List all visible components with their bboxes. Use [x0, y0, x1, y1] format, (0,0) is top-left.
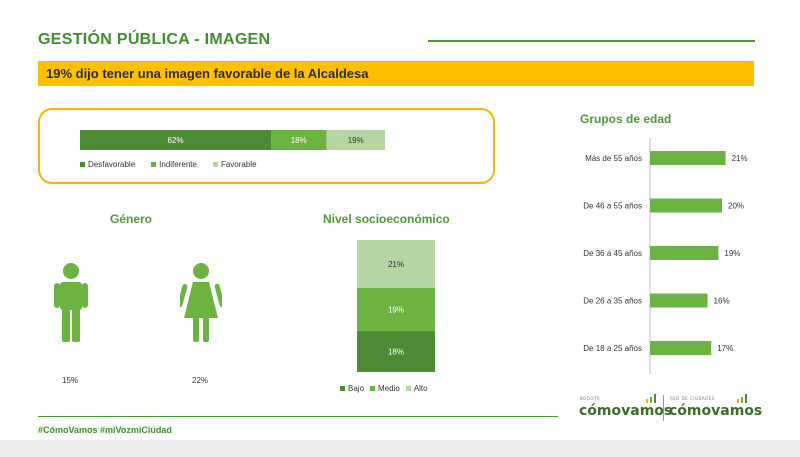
socio-legend-label: Medio: [378, 384, 400, 393]
image-chart-legend: Desfavorable Indiferente Favorable: [80, 160, 257, 169]
title-rule: [428, 40, 755, 42]
image-legend-item: Favorable: [212, 160, 257, 169]
socio-legend-label: Alto: [413, 384, 428, 393]
socio-bar-segment: [357, 240, 435, 288]
socio-title: Nivel socioeconómico: [323, 212, 450, 226]
age-bar: [650, 198, 722, 213]
age-category-label: De 36 a 45 años: [583, 249, 642, 258]
socio-legend-item: Medio: [370, 384, 400, 393]
image-bar-segment: [80, 130, 272, 150]
logo-bars-icon-left: [646, 394, 656, 403]
slide: GESTIÓN PÚBLICA - IMAGEN 19% dijo tener …: [38, 31, 763, 435]
image-legend-swatch: [80, 162, 85, 167]
age-bar-label: 20%: [728, 202, 744, 211]
socio-chart-legend: Bajo Medio Alto: [340, 384, 428, 393]
socio-legend-label: Bajo: [348, 384, 365, 393]
socio-legend-item: Bajo: [340, 384, 364, 393]
image-legend-swatch: [151, 162, 157, 167]
logo-bogota-label: BOGOTÁ: [580, 396, 600, 401]
age-category-label: De 26 a 35 años: [583, 297, 642, 306]
hashtags: #CómoVamos #miVozmiCiudad: [38, 425, 172, 435]
socio-stacked-bar-chart: 18% 19% 21%: [357, 240, 435, 372]
image-bar-segment: [271, 130, 327, 150]
socio-legend-item: Alto: [405, 384, 428, 393]
headline-banner: 19% dijo tener una imagen favorable de l…: [38, 61, 754, 86]
age-bar: [650, 341, 712, 355]
logo-bars-icon-right: [737, 394, 747, 403]
socio-bar-label: 19%: [388, 305, 404, 314]
man-icon: [54, 263, 88, 342]
image-legend-label: Favorable: [220, 160, 257, 169]
gender-title: Género: [110, 212, 153, 226]
gender-value-women: 22%: [192, 376, 209, 385]
woman-icon: [180, 263, 222, 342]
footer-rule: [38, 416, 558, 417]
image-legend-item: Indiferente: [151, 160, 197, 169]
image-stacked-bar-chart: 62% 18% 19%: [80, 130, 385, 150]
age-category-label: Más de 55 años: [585, 154, 642, 163]
logo-red-como-vamos: cómovamos: [669, 403, 763, 419]
gender-value-men: 15%: [62, 376, 79, 385]
age-bar-label: 17%: [717, 344, 733, 353]
socio-legend-swatch: [405, 386, 411, 391]
age-category-label: De 18 a 25 años: [583, 344, 642, 353]
headline-text: 19% dijo tener una imagen favorable de l…: [46, 66, 369, 81]
socio-bar-segment: [357, 287, 435, 332]
age-category-label: De 46 a 55 años: [583, 202, 642, 211]
image-legend-label: Indiferente: [159, 160, 197, 169]
image-bar-segment: [326, 130, 385, 150]
age-bar-label: 19%: [724, 249, 740, 258]
image-legend-item: Desfavorable: [80, 160, 135, 169]
image-bar-label: 19%: [348, 136, 364, 145]
socio-bar-segment: [357, 331, 435, 372]
image-chart-box: [38, 108, 495, 184]
socio-bar-label: 18%: [388, 348, 404, 357]
page-title: GESTIÓN PÚBLICA - IMAGEN: [38, 31, 271, 48]
age-bar-label: 21%: [732, 154, 748, 163]
image-bar-label: 62%: [167, 136, 183, 145]
age-bar: [650, 151, 726, 165]
socio-bar-label: 21%: [388, 260, 404, 269]
logo-red-label: RED DE CIUDADES: [670, 396, 715, 401]
image-legend-label: Desfavorable: [88, 160, 136, 169]
socio-legend-swatch: [370, 386, 376, 391]
image-bar-label: 18%: [291, 136, 307, 145]
bottom-bar: [0, 440, 800, 457]
age-bar-label: 16%: [714, 297, 730, 306]
image-legend-swatch: [212, 162, 218, 167]
age-bar: [650, 293, 708, 308]
age-bar: [650, 246, 719, 260]
age-bar-chart: Más de 55 años 21% De 46 a 55 años 20% De 36…: [583, 138, 748, 374]
socio-legend-swatch: [340, 386, 345, 391]
age-title: Grupos de edad: [580, 112, 672, 126]
logo-bogota-como-vamos: cómovamos: [579, 403, 673, 419]
logo-divider: [663, 395, 664, 421]
